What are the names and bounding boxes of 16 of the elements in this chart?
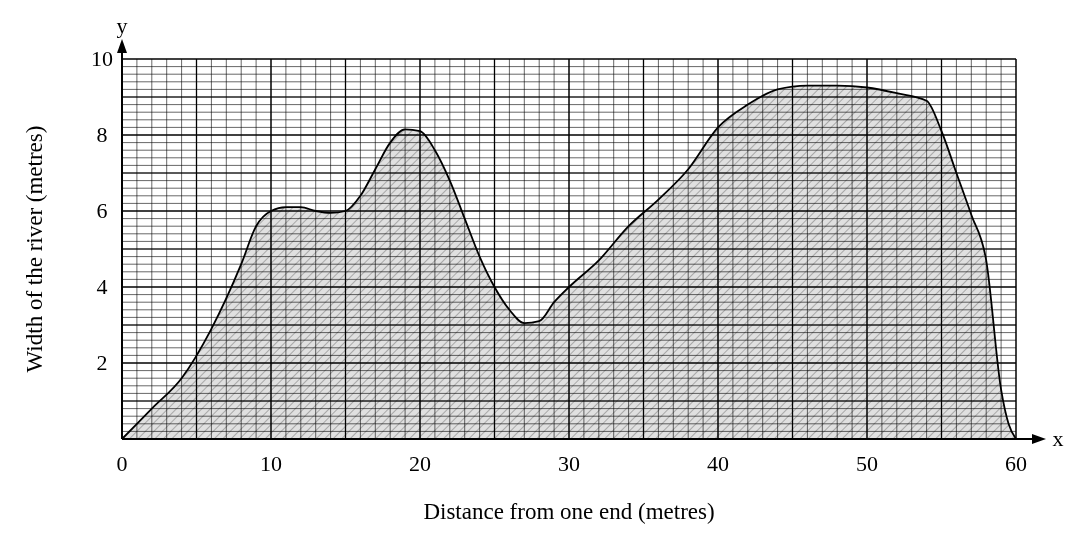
y-tick-label: 10 [91, 46, 113, 71]
text: y [116, 13, 128, 38]
y-tick-label: 6 [96, 198, 108, 223]
x-tick-label: 10 [260, 451, 282, 476]
x-tick-label: 30 [558, 451, 580, 476]
y-tick-label: 4 [96, 274, 108, 299]
x-axis-title: Distance from one end (metres) [423, 499, 715, 524]
text: x [1052, 426, 1064, 451]
x-tick-label: 0 [116, 451, 128, 476]
x-tick-label: 60 [1005, 451, 1027, 476]
x-tick-label: 50 [856, 451, 878, 476]
y-tick-label: 2 [96, 350, 108, 375]
x-tick-label: 40 [707, 451, 729, 476]
x-tick-label: 20 [409, 451, 431, 476]
y-tick-label: 8 [96, 122, 108, 147]
y-axis-title: Width of the river (metres) [22, 125, 47, 373]
